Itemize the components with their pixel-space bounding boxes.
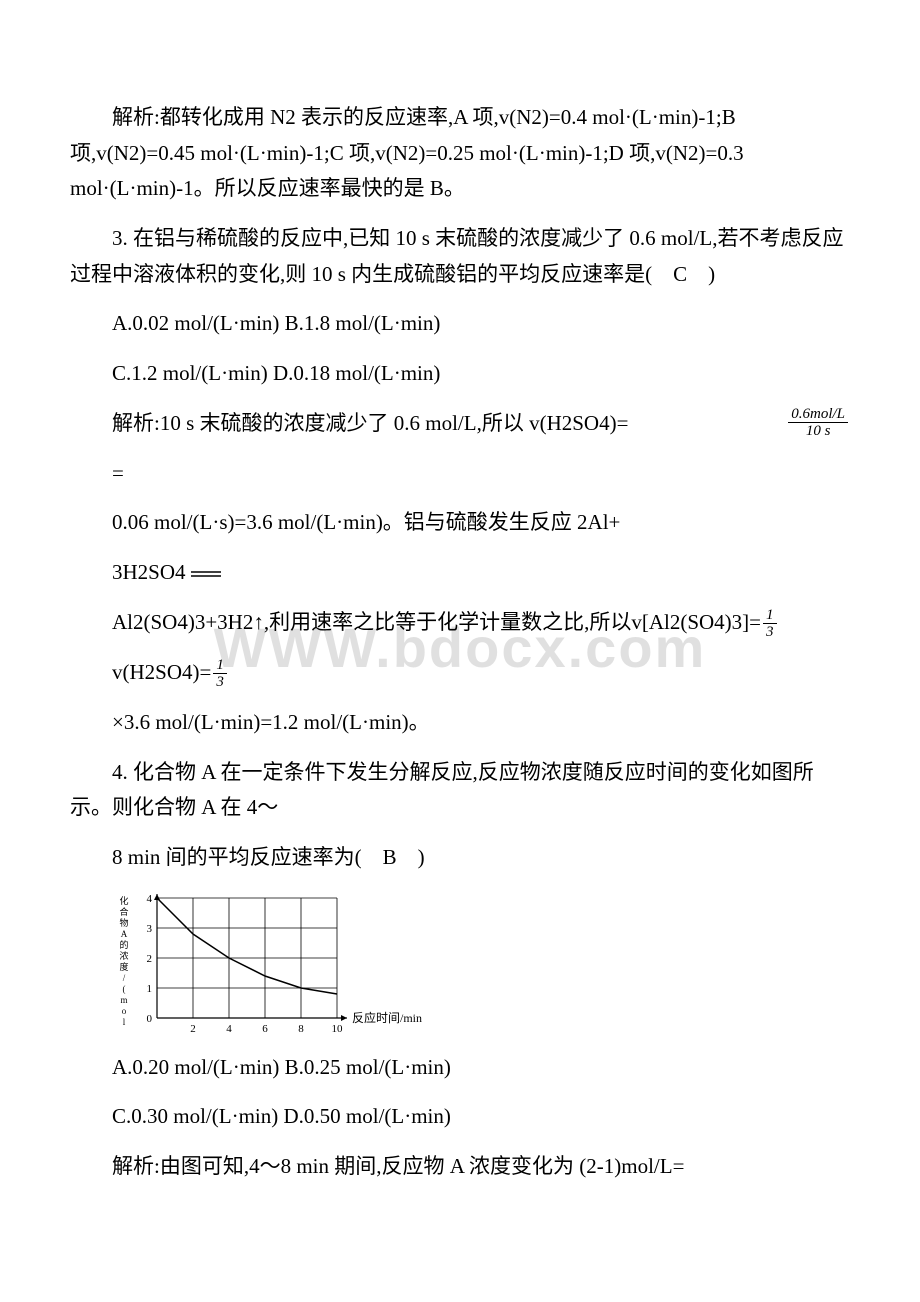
svg-text:10: 10 (332, 1023, 344, 1035)
q3-ana3-pre: 3H2SO4 (112, 560, 186, 584)
svg-text:1: 1 (147, 983, 153, 995)
svg-text:2: 2 (190, 1023, 196, 1035)
frac-den: 3 (213, 674, 227, 691)
q3-analysis-line3: 3H2SO4 (70, 555, 850, 591)
svg-text:8: 8 (298, 1023, 304, 1035)
q2-analysis: 解析:都转化成用 N2 表示的反应速率,A 项,v(N2)=0.4 mol·(L… (70, 100, 850, 207)
svg-text:3: 3 (147, 923, 153, 935)
svg-text:·: · (123, 1039, 126, 1040)
q4-option-ab: A.0.20 mol/(L·min) B.0.25 mol/(L·min) (70, 1050, 850, 1086)
svg-text:浓: 浓 (119, 951, 128, 961)
svg-text:2: 2 (147, 953, 153, 965)
svg-text:合: 合 (119, 906, 128, 917)
q3-stem: 3. 在铝与稀硫酸的反应中,已知 10 s 末硫酸的浓度减少了 0.6 mol/… (70, 221, 850, 292)
frac-num: 0.6mol/L (788, 406, 848, 424)
svg-text:反应时间/min: 反应时间/min (352, 1010, 422, 1025)
svg-text:(: ( (123, 984, 126, 994)
svg-text:/: / (123, 973, 126, 983)
q3-analysis-line1: 解析:10 s 末硫酸的浓度减少了 0.6 mol/L,所以 v(H2SO4)=… (70, 406, 850, 442)
frac-den: 10 s (788, 423, 848, 440)
q3-ana4-pre: Al2(SO4)3+3H2↑,利用速率之比等于化学计量数之比,所以v[Al2(S… (112, 610, 761, 634)
frac-num: 1 (213, 657, 227, 675)
q3-ana1-pre: 解析:10 s 末硫酸的浓度减少了 0.6 mol/L,所以 v(H2SO4)= (112, 411, 628, 435)
svg-text:的: 的 (119, 939, 128, 950)
svg-text:m: m (120, 995, 127, 1005)
q3-option-cd: C.1.2 mol/(L·min) D.0.18 mol/(L·min) (70, 356, 850, 392)
q3-analysis-line2: 0.06 mol/(L·s)=3.6 mol/(L·min)。铝与硫酸发生反应 … (70, 505, 850, 541)
svg-text:度: 度 (119, 961, 128, 972)
svg-text:物: 物 (119, 917, 128, 928)
q3-fraction-3: 1 3 (211, 657, 229, 691)
q4-analysis: 解析:由图可知,4～8 min 期间,反应物 A 浓度变化为 (2-1)mol/… (70, 1149, 850, 1185)
q3-analysis-line4: Al2(SO4)3+3H2↑,利用速率之比等于化学计量数之比,所以v[Al2(S… (70, 605, 850, 641)
frac-den: 3 (763, 624, 777, 641)
svg-text:化: 化 (119, 895, 128, 906)
q4-stem2: 8 min 间的平均反应速率为( B ) (70, 840, 850, 876)
q3-eq: = (70, 456, 850, 492)
q3-analysis-line6: ×3.6 mol/(L·min)=1.2 mol/(L·min)。 (70, 705, 850, 741)
line-chart-svg: 24681001234反应时间/min化合物A的浓度/(mol · L⁻¹) (112, 890, 432, 1040)
q3-fraction-2: 1 3 (761, 607, 779, 641)
q4-chart: 24681001234反应时间/min化合物A的浓度/(mol · L⁻¹) (112, 890, 850, 1040)
q4-stem1: 4. 化合物 A 在一定条件下发生分解反应,反应物浓度随反应时间的变化如图所示。… (70, 755, 850, 826)
svg-text:4: 4 (147, 893, 153, 905)
svg-text:6: 6 (262, 1023, 268, 1035)
q3-ana5-pre: v(H2SO4)= (112, 660, 211, 684)
svg-text:A: A (121, 929, 128, 939)
frac-num: 1 (763, 607, 777, 625)
svg-text:o: o (122, 1006, 127, 1016)
q3-analysis-line5: v(H2SO4)= 1 3 (70, 655, 850, 691)
q4-option-cd: C.0.30 mol/(L·min) D.0.50 mol/(L·min) (70, 1099, 850, 1135)
q3-fraction-1: 0.6mol/L 10 s (786, 406, 850, 440)
q3-option-ab: A.0.02 mol/(L·min) B.1.8 mol/(L·min) (70, 306, 850, 342)
reaction-line-icon (191, 570, 221, 578)
svg-text:l: l (123, 1017, 126, 1027)
svg-text:0: 0 (147, 1013, 153, 1025)
svg-text:4: 4 (226, 1023, 232, 1035)
